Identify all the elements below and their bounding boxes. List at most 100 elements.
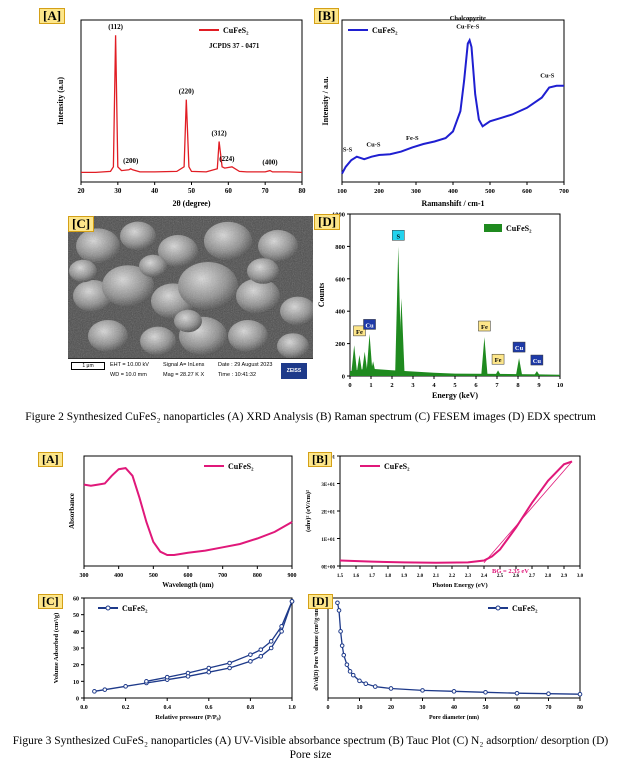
peak-label: (400) (262, 159, 278, 167)
x-tick-label: 300 (411, 188, 421, 195)
plot-frame (341, 19, 565, 183)
xrd-chart: 20 30 40 50 60 70 80 2θ (degree) Intensity (a.u)… (56, 19, 306, 208)
edx-peak (515, 358, 523, 376)
edx-chart: 01234567891002004006008001000Energy (keV… (317, 212, 564, 401)
data-point (268, 645, 274, 651)
figure3-caption-line2: Pore size (289, 749, 332, 761)
pore-chart: 0 10 20 30 40 50 60 70 80 Pore diameter (nm) dV/d(… (313, 597, 583, 721)
figure3-caption: Figure 3 Synthesized CuFeS₂ nanoparticle… (0, 734, 621, 762)
data-point (451, 689, 457, 694)
x-tick-label: 600 (522, 188, 532, 195)
peak-label: (224) (219, 155, 235, 163)
x-axis-label: Wavelength (nm) (162, 581, 214, 589)
data-point (258, 647, 264, 652)
y-tick-label: 0 (76, 697, 79, 703)
fig3-panel-a: 300 400 500 600 700 800 900 Wavelength (nm) Abso… (28, 450, 298, 589)
element-label: Fe (481, 324, 488, 331)
data-point (164, 674, 170, 680)
adsorption-line (94, 601, 293, 692)
x-tick-label: 50 (188, 187, 196, 195)
element-label: Cu (365, 322, 374, 329)
element-label: Fe (495, 357, 502, 364)
uvvis-line (83, 467, 293, 556)
x-tick-label: 30 (114, 187, 122, 195)
x-tick-label: 1.6 (353, 574, 360, 579)
x-tick-label: 10 (557, 382, 564, 389)
x-tick-label: 1.9 (401, 574, 408, 579)
element-label: Fe (356, 329, 363, 336)
panel-tag: [C] (68, 216, 95, 233)
y-axis-label: Absorbance (68, 493, 76, 529)
plot-frame (339, 455, 581, 567)
peak-annotation: Chalcopyrite (450, 15, 486, 22)
zeiss-logo: ZEISS (281, 363, 307, 379)
x-tick-label: 2.6 (513, 574, 520, 579)
fesem-texture (68, 216, 313, 359)
x-tick-label: 20 (78, 187, 86, 195)
data-point (144, 679, 149, 684)
figure3-caption-line1: Figure 3 Synthesized CuFeS₂ nanoparticle… (12, 735, 609, 747)
x-tick-label: 700 (559, 188, 569, 195)
x-tick-label: 3.0 (577, 574, 584, 579)
x-tick-label: 700 (218, 573, 227, 579)
y-tick-label: 2E+01 (321, 511, 335, 516)
element-tag-bg (392, 230, 405, 241)
x-tick-label: 1.8 (385, 574, 392, 579)
edx-peak (366, 333, 373, 376)
raman-chart: 100 200 300 400 500 600 700 Ramanshift / cm-1 In… (321, 15, 569, 208)
panel-tag: [A] (38, 452, 63, 468)
date-text: Date : 29 August 2023 (218, 362, 273, 368)
edx-peak (351, 345, 358, 376)
x-tick-label: 400 (448, 188, 458, 195)
scale-bar: 1 μm (71, 362, 105, 370)
x-axis-label: Ramanshift / cm-1 (421, 199, 484, 208)
x-tick-label: 4 (432, 382, 436, 389)
fig2-panel-a: 20 30 40 50 60 70 80 2θ (degree) Intensity (a.u)… (39, 8, 307, 208)
y-axis-label: Counts (317, 283, 326, 307)
data-point (102, 687, 108, 692)
y-axis-label: Intensity (a.u) (56, 77, 65, 125)
edx-peak (361, 351, 368, 376)
x-tick-label: 0 (348, 382, 351, 389)
x-tick-label: 2.2 (449, 574, 456, 579)
legend-label: CuFeS₂ (122, 604, 148, 613)
x-tick-label: 2.5 (497, 574, 504, 579)
tauc-line (339, 460, 573, 564)
x-tick-label: 6 (474, 382, 478, 389)
fig2-panel-b: 100 200 300 400 500 600 700 Ramanshift / cm-1 In… (314, 8, 572, 208)
fesem-info-bar: 1 μm EHT = 10.00 kV WD = 10.0 mm Signal … (68, 358, 313, 384)
panel-tag: [B] (314, 8, 340, 25)
y-tick-label: 20 (73, 663, 79, 669)
y-tick-label: 200 (335, 341, 345, 348)
element-tag-bg (478, 320, 491, 332)
element-tag-bg (353, 325, 366, 337)
data-point (279, 624, 284, 629)
data-point (483, 689, 488, 695)
tauc-chart: 1.5 1.6 1.7 1.8 1.9 2.0 2.1 2.2 2.3 2.4 2.5 2.6 2.7 2… (305, 455, 584, 589)
x-tick-label: 1.0 (288, 705, 296, 711)
time-text: Time : 10:41:32 (218, 372, 257, 378)
legend-label: CuFeS₂ (228, 462, 254, 471)
x-tick-label: 9 (537, 382, 541, 389)
x-tick-label: 0.2 (122, 705, 130, 711)
element-tag-bg (491, 353, 505, 365)
element-label: S (396, 233, 400, 240)
x-axis-label: Relative pressure (P/P₀) (155, 714, 221, 721)
legend-label: CuFeS₂ (384, 462, 410, 471)
data-point (248, 659, 253, 664)
peak-label: (312) (212, 130, 228, 138)
y-axis-label: (αhν)² (eV/cm)² (305, 490, 312, 532)
panel-tag: [A] (39, 8, 66, 25)
data-point (185, 670, 191, 676)
fesem-image: [C] 1 μm EHT = 10.00 kV WD = 10.0 mm Sig… (68, 216, 313, 384)
data-point (335, 600, 340, 606)
figure2-caption: Figure 2 Synthesized CuFeS₂ nanoparticle… (25, 411, 596, 423)
data-point (363, 681, 369, 687)
data-point (347, 669, 353, 674)
data-point (338, 629, 343, 634)
y-tick-label: 400 (335, 309, 345, 316)
x-tick-label: 40 (151, 187, 159, 195)
panel-tag: [B] (308, 452, 332, 468)
data-point (357, 678, 362, 684)
x-tick-label: 0 (327, 705, 330, 711)
